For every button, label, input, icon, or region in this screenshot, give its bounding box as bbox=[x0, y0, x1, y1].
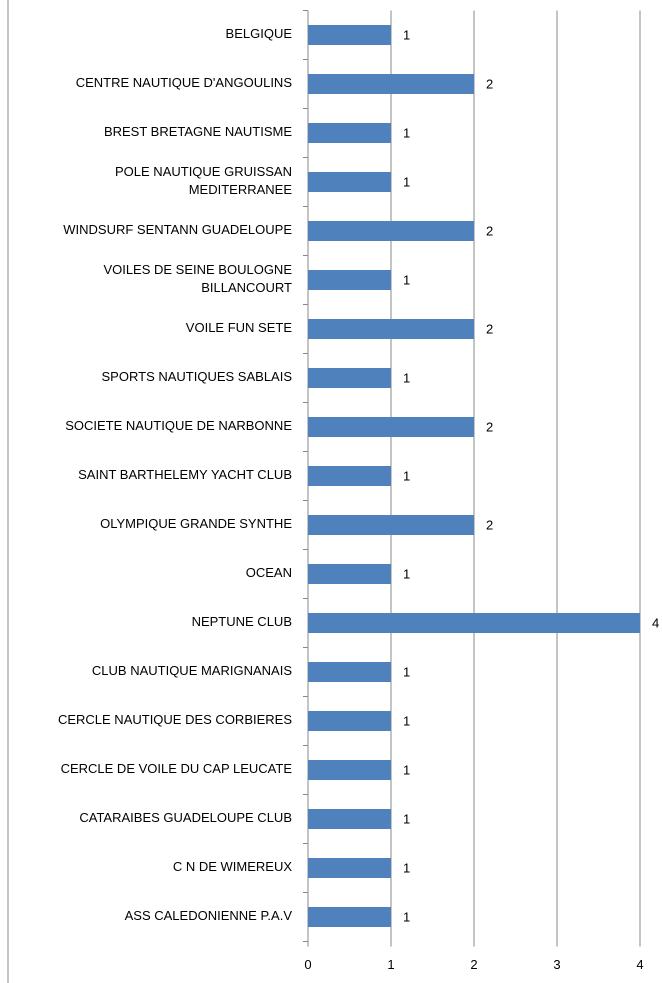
y-tick-label: CLUB NAUTIQUE MARIGNANAIS bbox=[92, 663, 292, 678]
data-label: 1 bbox=[403, 860, 410, 875]
y-tick-label: BELGIQUE bbox=[226, 26, 293, 41]
x-tick-label: 3 bbox=[553, 957, 560, 972]
bar bbox=[308, 711, 391, 731]
x-tick-label: 0 bbox=[304, 957, 311, 972]
x-tick-label: 1 bbox=[387, 957, 394, 972]
data-label: 1 bbox=[403, 811, 410, 826]
bar bbox=[308, 466, 391, 486]
data-label: 1 bbox=[403, 27, 410, 42]
y-tick-label: OCEAN bbox=[246, 565, 292, 580]
x-tick-label: 2 bbox=[470, 957, 477, 972]
y-tick-label: WINDSURF SENTANN GUADELOUPE bbox=[63, 222, 292, 237]
y-tick-label: CATARAIBES GUADELOUPE CLUB bbox=[79, 810, 292, 825]
y-tick-label: CERCLE NAUTIQUE DES CORBIERES bbox=[58, 712, 292, 727]
data-label: 1 bbox=[403, 566, 410, 581]
y-tick-label: VOILES DE SEINE BOULOGNE BILLANCOURT bbox=[103, 262, 292, 295]
bar bbox=[308, 172, 391, 192]
y-tick-label: POLE NAUTIQUE GRUISSAN MEDITERRANEE bbox=[115, 164, 292, 197]
bar bbox=[308, 662, 391, 682]
y-tick-label: SAINT BARTHELEMY YACHT CLUB bbox=[78, 467, 292, 482]
bar bbox=[308, 123, 391, 143]
data-label: 1 bbox=[403, 468, 410, 483]
y-tick-label: BREST BRETAGNE NAUTISME bbox=[104, 124, 292, 139]
bar bbox=[308, 221, 474, 241]
data-label: 2 bbox=[486, 321, 493, 336]
data-label: 1 bbox=[403, 762, 410, 777]
y-tick-label: NEPTUNE CLUB bbox=[192, 614, 292, 629]
data-label: 1 bbox=[403, 664, 410, 679]
bar bbox=[308, 613, 640, 633]
y-tick-label: VOILE FUN SETE bbox=[186, 320, 293, 335]
data-label: 2 bbox=[486, 517, 493, 532]
bar bbox=[308, 25, 391, 45]
bar bbox=[308, 907, 391, 927]
y-tick-label: C N DE WIMEREUX bbox=[173, 859, 293, 874]
data-label: 1 bbox=[403, 272, 410, 287]
data-label: 2 bbox=[486, 419, 493, 434]
y-tick-label: CERCLE DE VOILE DU CAP LEUCATE bbox=[61, 761, 293, 776]
y-tick-label: SPORTS NAUTIQUES SABLAIS bbox=[102, 369, 293, 384]
x-tick-label: 4 bbox=[636, 957, 643, 972]
y-tick-label: CENTRE NAUTIQUE D'ANGOULINS bbox=[76, 75, 293, 90]
y-tick-label: OLYMPIQUE GRANDE SYNTHE bbox=[100, 516, 292, 531]
data-label: 1 bbox=[403, 125, 410, 140]
bar bbox=[308, 74, 474, 94]
data-label: 1 bbox=[403, 713, 410, 728]
bar bbox=[308, 760, 391, 780]
bar bbox=[308, 564, 391, 584]
bar bbox=[308, 270, 391, 290]
data-label: 2 bbox=[486, 76, 493, 91]
data-label: 4 bbox=[652, 615, 659, 630]
y-tick-label: SOCIETE NAUTIQUE DE NARBONNE bbox=[65, 418, 292, 433]
data-label: 1 bbox=[403, 174, 410, 189]
data-label: 1 bbox=[403, 909, 410, 924]
bar bbox=[308, 368, 391, 388]
data-label: 1 bbox=[403, 370, 410, 385]
bar bbox=[308, 858, 391, 878]
data-label: 2 bbox=[486, 223, 493, 238]
y-tick-label: ASS CALEDONIENNE P.A.V bbox=[125, 908, 293, 923]
bar bbox=[308, 809, 391, 829]
bar bbox=[308, 515, 474, 535]
bar bbox=[308, 319, 474, 339]
bar bbox=[308, 417, 474, 437]
